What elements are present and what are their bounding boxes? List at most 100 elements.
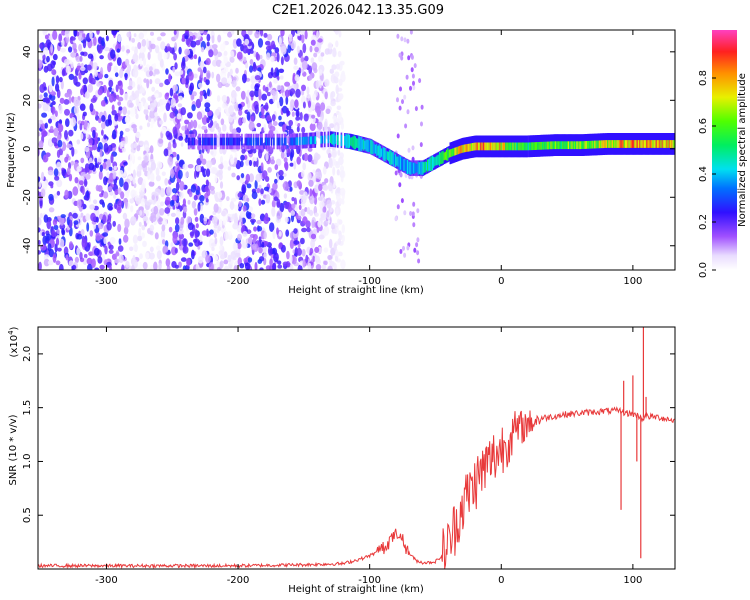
heatmap-signal-cell	[360, 137, 363, 152]
heatmap-noise-cell	[276, 198, 281, 208]
heatmap-signal-cell	[623, 140, 626, 148]
heatmap-signal-cell	[637, 140, 640, 148]
heatmap-noise-cell	[70, 117, 76, 127]
heatmap-signal-cell	[496, 142, 499, 151]
heatmap-noise-cell	[74, 177, 79, 184]
heatmap-noise-cell	[66, 216, 70, 226]
heatmap-noise-cell	[98, 117, 102, 124]
heatmap-noise-cell	[331, 64, 337, 70]
heatmap-noise-cell	[193, 208, 198, 216]
heatmap-noise-cell	[262, 85, 266, 92]
heatmap-noise-cell	[131, 220, 136, 226]
heatmap-noise-cell	[161, 171, 166, 177]
heatmap-noise-cell	[81, 238, 88, 248]
heatmap-signal-cell	[543, 141, 545, 150]
heatmap-noise-cell	[125, 260, 130, 268]
heatmap-noise-cell	[89, 30, 93, 39]
heatmap-noise-cell	[289, 263, 294, 270]
heatmap-noise-cell	[328, 238, 333, 249]
heatmap-noise-cell	[235, 127, 242, 134]
heatmap-noise-cell	[96, 82, 102, 87]
heatmap-noise-cell	[280, 30, 285, 37]
heatmap-noise-cell	[83, 120, 88, 129]
heatmap-noise-cell	[172, 126, 178, 135]
heatmap-noise-cell	[86, 257, 93, 265]
heatmap-noise-cell	[122, 212, 128, 220]
heatmap-signal-cell	[357, 138, 359, 148]
heatmap-signal-cell	[501, 142, 504, 151]
heatmap-signal-cell	[518, 142, 520, 151]
heatmap-signal-cell	[474, 142, 476, 151]
heatmap-signal-cell	[299, 137, 301, 145]
heatmap-noise-cell	[91, 258, 96, 269]
heatmap-signal-cell	[327, 135, 330, 144]
heatmap-noise-cell	[303, 152, 309, 162]
heatmap-signal-cell	[491, 142, 493, 151]
heatmap-signal-cell	[650, 140, 653, 148]
heatmap-noise-cell	[110, 49, 116, 59]
heatmap-signal-cell	[267, 137, 269, 146]
heatmap-signal-cell	[639, 140, 641, 148]
heatmap-signal-cell	[469, 143, 472, 152]
heatmap-signal-cell	[565, 141, 568, 150]
snr-multiplier-close: )	[9, 326, 20, 330]
heatmap-noise-cell	[411, 73, 415, 79]
heatmap-noise-cell	[293, 228, 298, 234]
heatmap-noise-cell	[314, 184, 320, 194]
heatmap-signal-cell	[207, 137, 210, 146]
heatmap-noise-cell	[289, 162, 294, 167]
heatmap-noise-cell	[146, 122, 151, 128]
heatmap-signal-cell	[579, 141, 582, 150]
heatmap-signal-cell	[324, 135, 326, 144]
heatmap-signal-cell	[604, 140, 607, 148]
heatmap-noise-cell	[290, 210, 296, 216]
heatmap-noise-cell	[194, 139, 199, 146]
heatmap-noise-cell	[260, 199, 266, 205]
heatmap-noise-cell	[102, 191, 109, 199]
heatmap-noise-cell	[253, 160, 257, 167]
heatmap-noise-cell	[95, 232, 101, 241]
heatmap-noise-cell	[217, 191, 223, 199]
heatmap-signal-cell	[442, 150, 444, 164]
heatmap-noise-cell	[211, 216, 218, 225]
heatmap-noise-cell	[279, 242, 283, 248]
heatmap-noise-cell	[206, 41, 210, 47]
heatmap-noise-cell	[54, 175, 60, 181]
heatmap-noise-cell	[403, 210, 407, 216]
heatmap-signal-cell	[591, 140, 594, 149]
heatmap-noise-cell	[263, 241, 269, 246]
heatmap-noise-cell	[314, 46, 319, 53]
heatmap-noise-cell	[272, 182, 278, 191]
heatmap-noise-cell	[141, 224, 146, 231]
heatmap-noise-cell	[223, 50, 228, 56]
heatmap-signal-cell	[449, 149, 452, 158]
heatmap-noise-cell	[138, 221, 142, 227]
heatmap-noise-cell	[192, 119, 198, 129]
heatmap-signal-cell	[495, 142, 498, 151]
heatmap-noise-cell	[214, 174, 218, 183]
heatmap-noise-cell	[286, 107, 290, 118]
heatmap-noise-cell	[46, 219, 52, 230]
heatmap-noise-cell	[335, 84, 339, 95]
heatmap-noise-cell	[84, 166, 90, 173]
heatmap-noise-cell	[79, 252, 83, 260]
heatmap-signal-cell	[358, 136, 360, 152]
heatmap-noise-cell	[284, 81, 291, 87]
heatmap-signal-cell	[359, 137, 362, 151]
heatmap-noise-cell	[200, 166, 205, 173]
heatmap-noise-cell	[83, 253, 88, 259]
heatmap-noise-cell	[68, 241, 74, 250]
heatmap-signal-cell	[589, 140, 591, 149]
heatmap-noise-cell	[162, 245, 169, 253]
heatmap-noise-cell	[293, 65, 299, 71]
heatmap-noise-cell	[156, 161, 163, 170]
x-tick-label: 100	[623, 575, 642, 586]
heatmap-signal-cell	[210, 137, 212, 146]
heatmap-noise-cell	[251, 191, 258, 200]
heatmap-noise-cell	[182, 163, 188, 170]
heatmap-noise-cell	[266, 91, 271, 97]
heatmap-noise-cell	[203, 31, 208, 35]
heatmap-noise-cell	[94, 267, 100, 270]
heatmap-signal-cell	[541, 141, 544, 150]
heatmap-noise-cell	[58, 263, 64, 270]
